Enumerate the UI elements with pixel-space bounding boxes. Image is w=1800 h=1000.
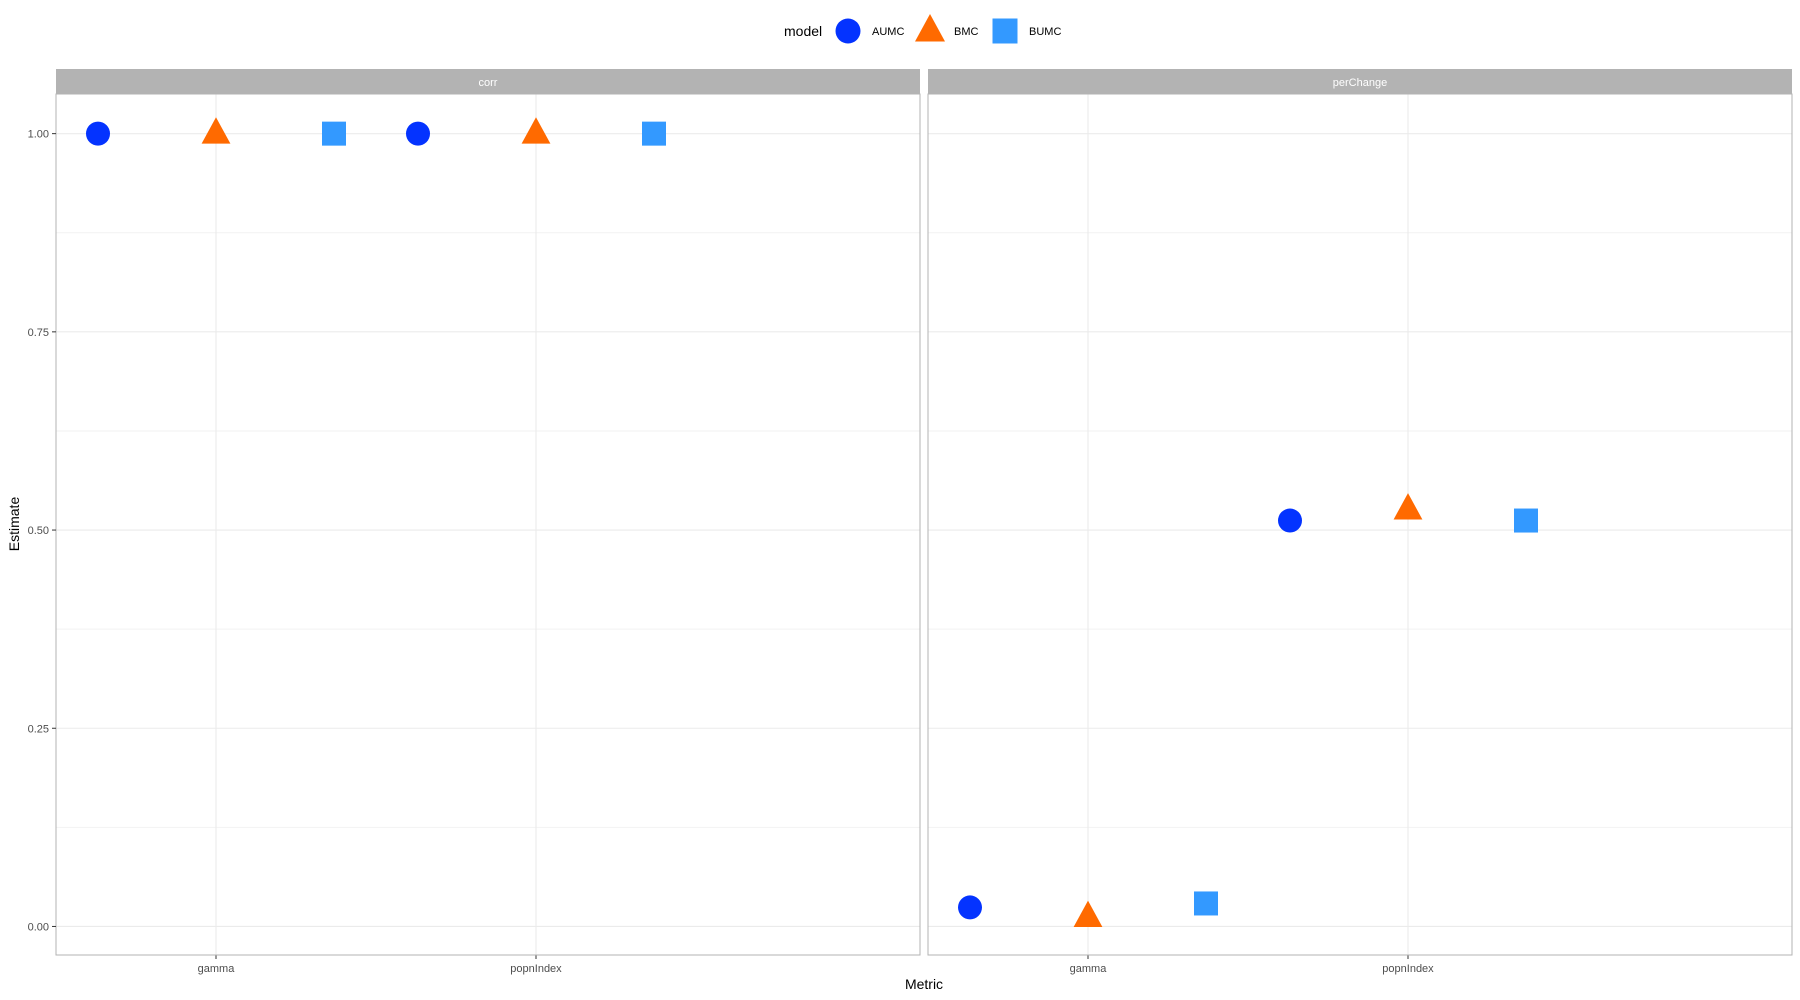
point-perChange-aumc-gamma xyxy=(958,895,982,920)
data-points xyxy=(86,117,1538,927)
facet-label-perChange: perChange xyxy=(1333,77,1387,89)
x-axis-title: Metric xyxy=(905,976,943,992)
y-tick-label: 0.75 xyxy=(28,327,49,339)
y-tick-label: 0.25 xyxy=(28,723,49,735)
y-axis: 0.00 0.25 0.50 0.75 1.00 xyxy=(28,129,56,933)
legend-label-bmc: BMC xyxy=(954,26,979,38)
facet-strip-perChange xyxy=(928,69,1792,94)
y-tick-label: 0.00 xyxy=(28,921,49,933)
point-corr-aumc-gamma xyxy=(86,121,110,146)
point-corr-bumc-popnindex xyxy=(642,121,666,146)
x-tick-label-popnIndex: popnIndex xyxy=(510,963,562,975)
legend-key-bmc xyxy=(915,13,945,42)
x-tick-label-gamma: gamma xyxy=(198,963,236,975)
x-tick-label-popnIndex: popnIndex xyxy=(1382,963,1434,975)
panel-background-perChange xyxy=(928,94,1792,955)
point-corr-aumc-popnindex xyxy=(406,121,430,146)
point-perChange-aumc-popnindex xyxy=(1278,508,1302,533)
point-perChange-bumc-gamma xyxy=(1194,891,1218,916)
panel-border-perChange xyxy=(927,93,1793,956)
point-perChange-bmc-gamma xyxy=(1073,900,1103,927)
panel-background-corr xyxy=(56,94,920,955)
point-perChange-bumc-popnindex xyxy=(1514,508,1538,533)
point-corr-bumc-gamma xyxy=(322,121,346,146)
legend: model AUMC BMC BUMC xyxy=(784,13,1061,44)
point-corr-bmc-gamma xyxy=(201,117,231,144)
point-corr-bmc-popnindex xyxy=(521,117,551,144)
panel-border-corr xyxy=(55,93,921,956)
legend-title: model xyxy=(784,23,822,39)
facet-label-corr: corr xyxy=(479,77,498,89)
legend-label-aumc: AUMC xyxy=(872,26,904,38)
y-tick-label: 1.00 xyxy=(28,129,49,141)
legend-key-aumc xyxy=(835,18,861,44)
point-perChange-bmc-popnindex xyxy=(1393,493,1423,520)
legend-label-bumc: BUMC xyxy=(1029,26,1061,38)
legend-key-bumc xyxy=(992,18,1018,44)
y-axis-title: Estimate xyxy=(6,497,22,552)
y-tick-label: 0.50 xyxy=(28,525,49,537)
panels: corr gamma popnIndex perChange gamma popnInde… xyxy=(55,69,1793,975)
facet-strip-corr xyxy=(56,69,920,94)
x-tick-label-gamma: gamma xyxy=(1070,963,1108,975)
